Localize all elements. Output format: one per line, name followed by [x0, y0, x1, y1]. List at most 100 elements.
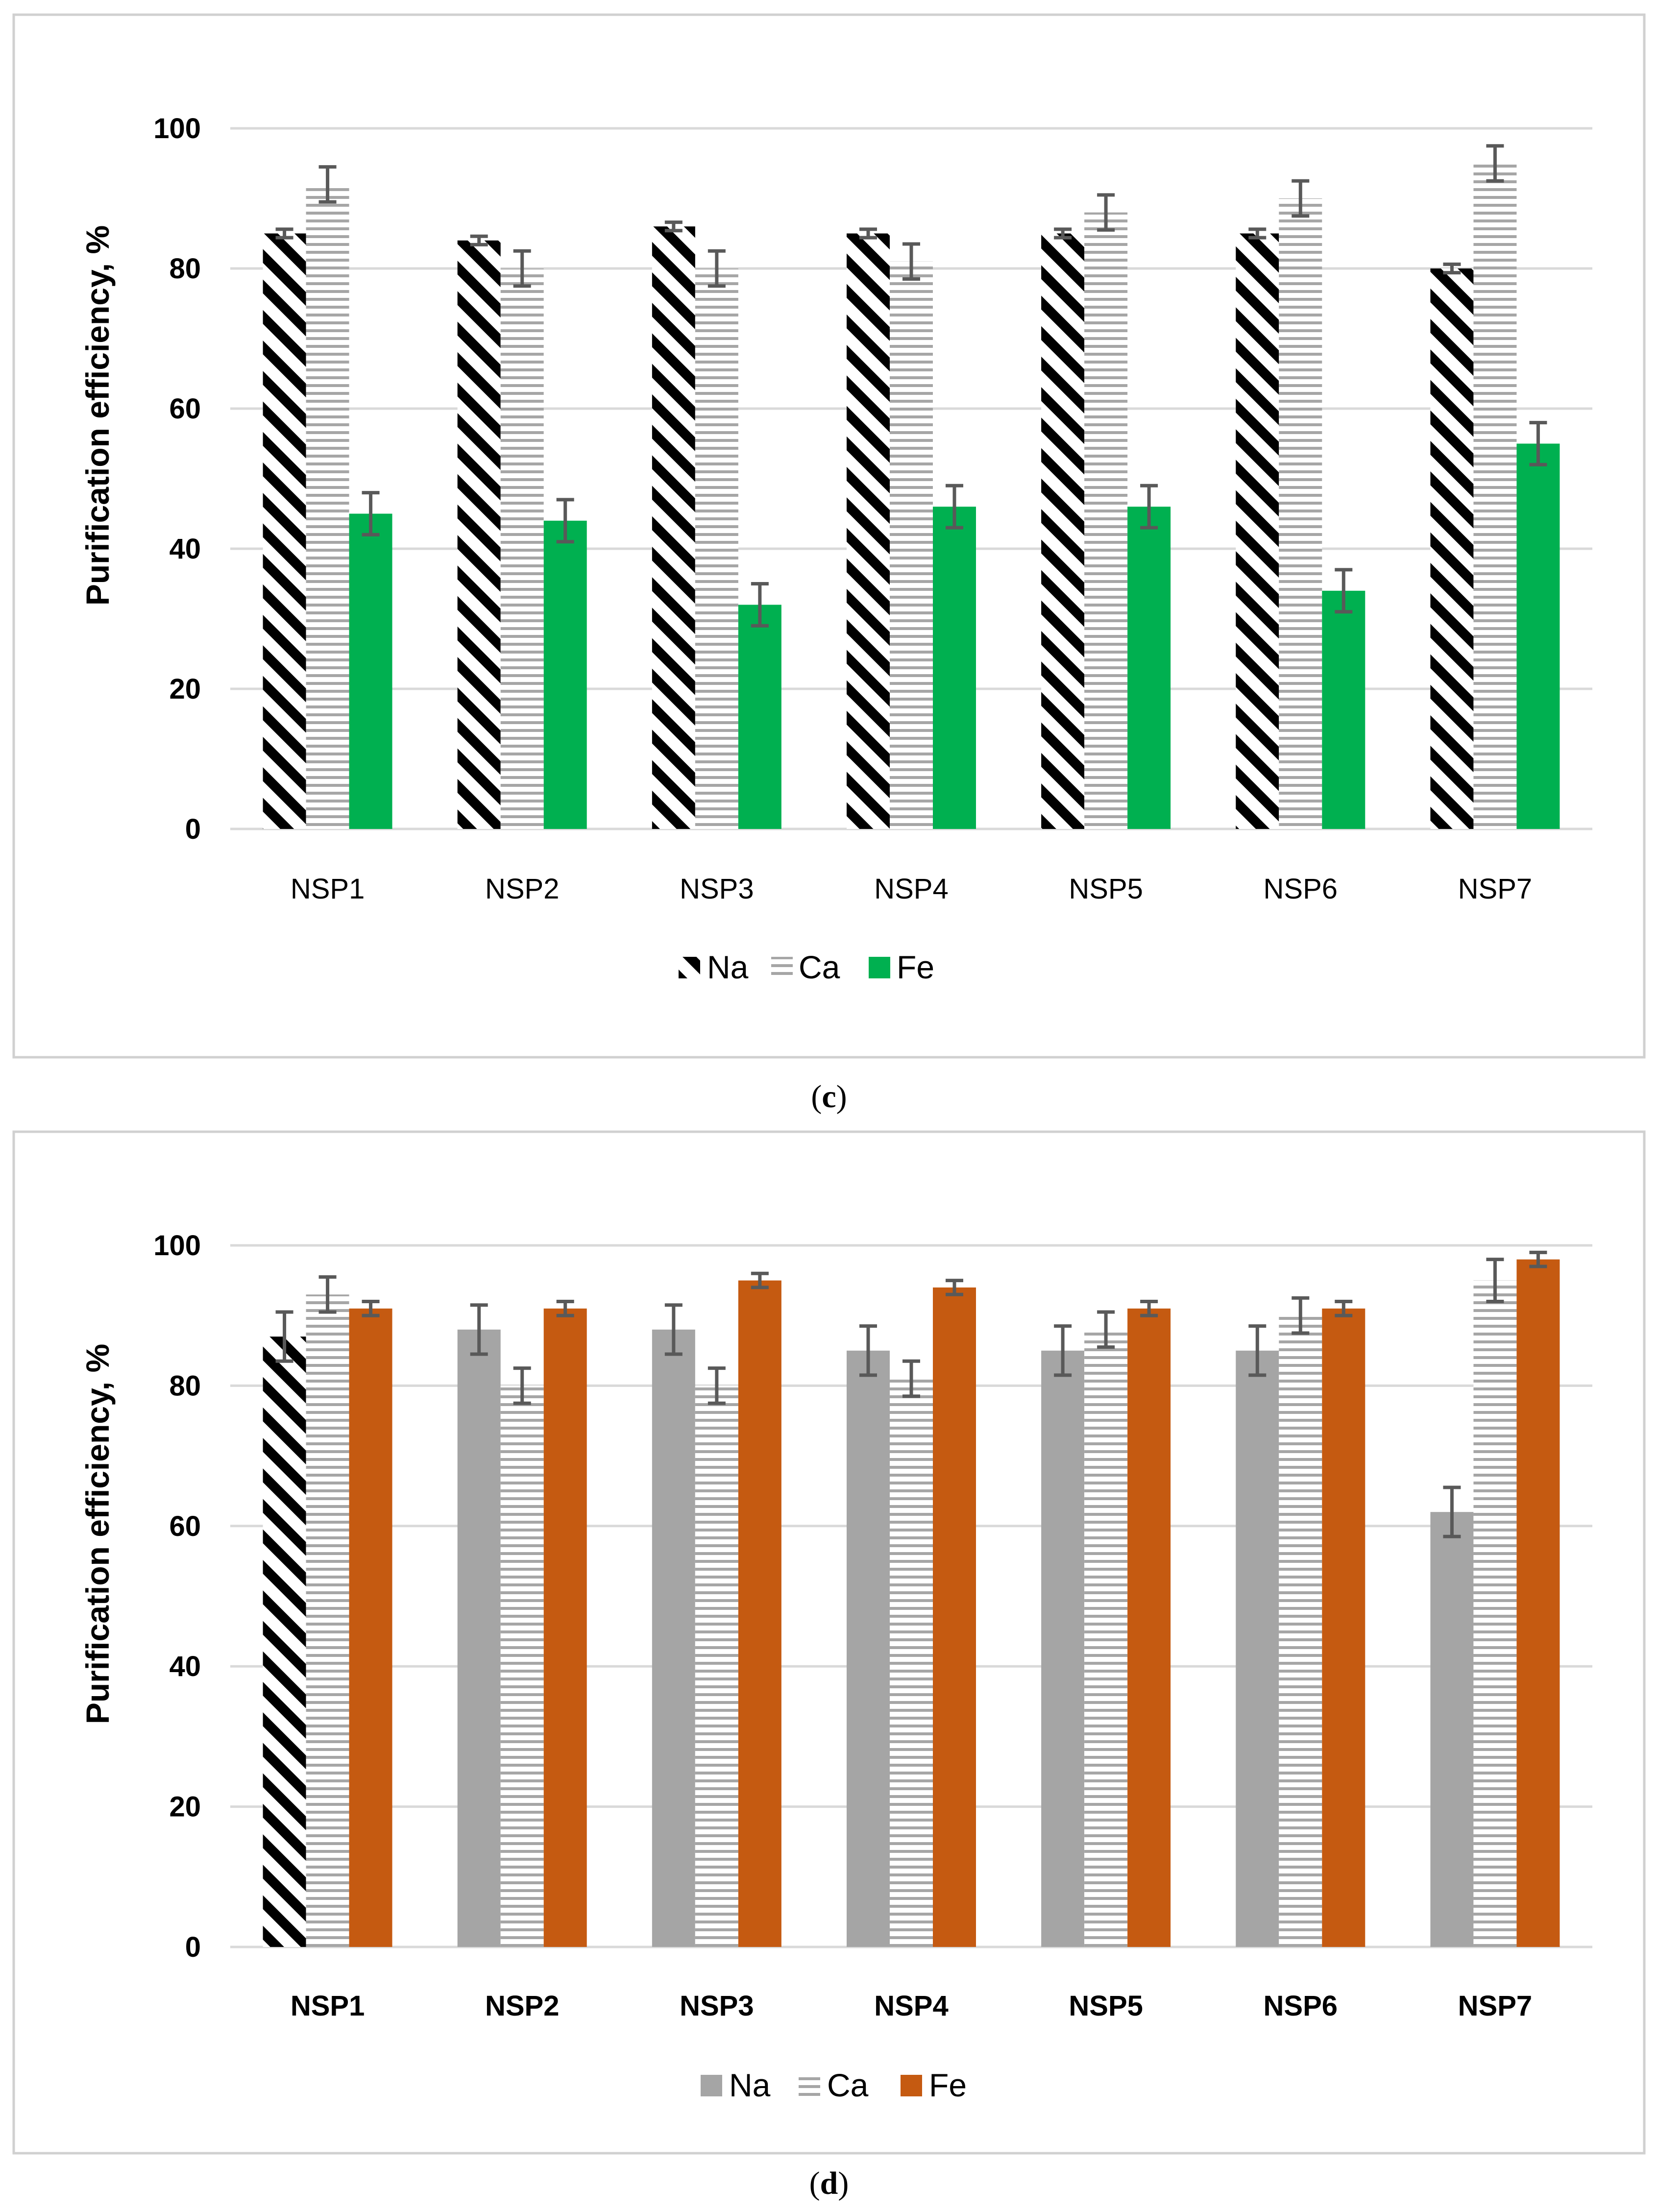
legend-label-ca: Ca — [827, 2067, 869, 2103]
error-bar — [362, 491, 380, 536]
bar-fe-nsp1 — [349, 1308, 392, 1947]
caption-d-close: ) — [838, 2165, 849, 2201]
bar-fe-nsp5 — [1127, 507, 1171, 829]
error-bar — [1292, 179, 1310, 218]
bar-na-nsp4 — [847, 1350, 890, 1947]
bar-ca-nsp3 — [695, 268, 738, 829]
bar-ca-nsp6 — [1279, 1315, 1322, 1947]
error-bar — [556, 1300, 574, 1317]
error-bar — [1054, 227, 1072, 240]
x-tick-label: NSP5 — [1069, 873, 1143, 905]
bar-na-nsp3 — [652, 226, 695, 829]
x-tick-label: NSP4 — [874, 873, 949, 905]
error-bar — [1443, 262, 1461, 275]
bar-fe-nsp2 — [543, 1308, 587, 1947]
legend: Na Ca Fe — [679, 949, 934, 985]
bar-fe-nsp5 — [1127, 1308, 1171, 1947]
y-tick-label: 0 — [185, 813, 201, 845]
legend-swatch-ca — [771, 957, 793, 978]
y-tick-labels: 0 20 40 60 80 100 — [153, 1230, 201, 1963]
bar-ca-nsp5 — [1084, 212, 1128, 829]
error-bar — [664, 1303, 683, 1356]
bar-fe-nsp7 — [1516, 1259, 1560, 1947]
y-tick-label: 40 — [169, 533, 201, 565]
bar-na-nsp2 — [457, 1329, 501, 1947]
bar-fe-nsp1 — [349, 513, 392, 829]
y-tick-label: 60 — [169, 393, 201, 425]
caption-d: (d) — [809, 2165, 849, 2201]
error-bar — [1335, 1300, 1353, 1317]
bar-na-nsp7 — [1430, 1512, 1474, 1947]
legend-swatch-na — [679, 957, 700, 978]
error-bar — [275, 1310, 293, 1363]
error-bar — [1335, 568, 1353, 614]
legend: Na Ca Fe — [701, 2067, 967, 2103]
bar-na-nsp1 — [263, 1337, 306, 1947]
y-tick-label: 100 — [153, 113, 201, 145]
error-bar — [902, 242, 920, 281]
error-bar — [1443, 1485, 1461, 1538]
error-bars — [275, 144, 1547, 628]
x-tick-label: NSP1 — [291, 1990, 365, 2022]
bars — [263, 1259, 1560, 1947]
error-bar — [859, 1324, 877, 1377]
error-bar — [556, 498, 574, 544]
x-tick-label: NSP1 — [291, 873, 365, 905]
x-tick-label: NSP4 — [874, 1990, 949, 2022]
bar-fe-nsp7 — [1516, 443, 1560, 829]
bar-na-nsp6 — [1236, 233, 1279, 829]
y-tick-labels: 0 20 40 60 80 100 — [153, 113, 201, 845]
bar-fe-nsp6 — [1322, 590, 1365, 829]
bar-ca-nsp4 — [890, 1379, 933, 1947]
error-bar — [318, 1275, 337, 1314]
bar-na-nsp6 — [1236, 1350, 1279, 1947]
error-bar — [751, 1271, 769, 1289]
bar-ca-nsp4 — [890, 261, 933, 829]
bar-ca-nsp6 — [1279, 198, 1322, 829]
bar-fe-nsp3 — [738, 1280, 781, 1947]
x-tick-label: NSP5 — [1069, 1990, 1143, 2022]
error-bars — [275, 1250, 1547, 1538]
error-bar — [275, 227, 293, 240]
caption-d-letter: d — [820, 2165, 838, 2201]
error-bar — [513, 249, 531, 288]
x-tick-label: NSP3 — [680, 1990, 754, 2022]
bar-ca-nsp7 — [1473, 1280, 1517, 1947]
bar-fe-nsp4 — [933, 1287, 976, 1947]
legend-label-na: Na — [729, 2067, 771, 2103]
bar-fe-nsp3 — [738, 605, 781, 829]
legend-swatch-fe — [869, 957, 890, 978]
y-tick-label: 80 — [169, 1370, 201, 1402]
error-bar — [946, 1279, 963, 1296]
caption-c-close: ) — [836, 1079, 847, 1115]
error-bar — [707, 249, 726, 288]
error-bar — [470, 234, 488, 246]
error-bar — [1097, 1310, 1115, 1349]
error-bar — [1292, 1296, 1310, 1335]
y-axis-title: Purification efficiency, % — [79, 225, 116, 606]
legend-label-na: Na — [707, 949, 749, 985]
x-tick-label: NSP2 — [485, 1990, 560, 2022]
y-tick-label: 60 — [169, 1510, 201, 1542]
legend-swatch-fe — [901, 2075, 922, 2096]
error-bar — [664, 220, 683, 233]
error-bar — [1054, 1324, 1072, 1377]
bar-ca-nsp7 — [1473, 163, 1517, 829]
y-tick-label: 100 — [153, 1230, 201, 1262]
error-bar — [1140, 484, 1158, 530]
error-bar — [362, 1300, 380, 1317]
y-tick-label: 20 — [169, 1791, 201, 1823]
y-axis-title: Purification efficiency, % — [79, 1344, 116, 1724]
y-tick-label: 20 — [169, 673, 201, 705]
error-bar — [1529, 1250, 1547, 1268]
bar-na-nsp7 — [1430, 268, 1474, 829]
y-tick-label: 0 — [185, 1931, 201, 1963]
error-bar — [1140, 1300, 1158, 1317]
legend-label-ca: Ca — [799, 949, 840, 985]
bar-ca-nsp5 — [1084, 1329, 1128, 1947]
bar-fe-nsp4 — [933, 507, 976, 829]
error-bar — [318, 165, 337, 204]
